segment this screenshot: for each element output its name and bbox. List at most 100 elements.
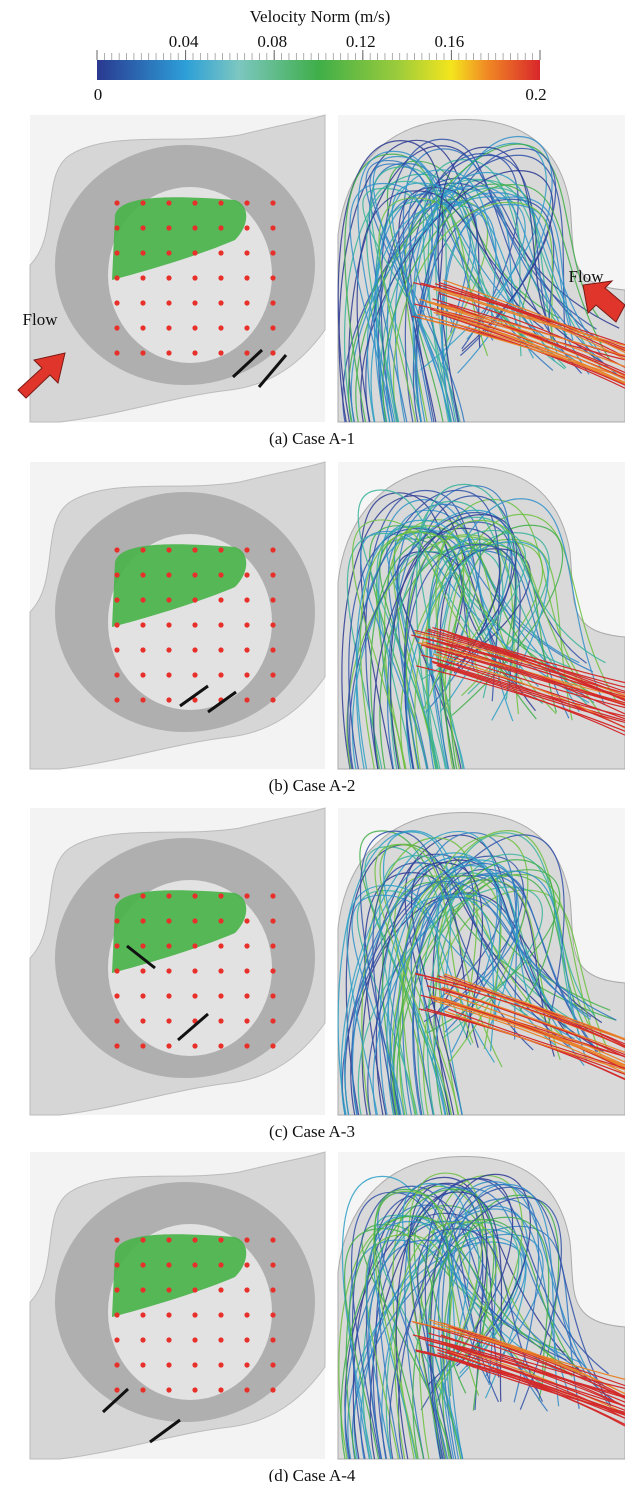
marker-dot (270, 697, 275, 702)
marker-dot (114, 1018, 119, 1023)
marker-dot (114, 697, 119, 702)
marker-dot (244, 1043, 249, 1048)
marker-dot (114, 547, 119, 552)
marker-dot (140, 275, 145, 280)
marker-dot (192, 1043, 197, 1048)
marker-dot (192, 1262, 197, 1267)
marker-dot (218, 1337, 223, 1342)
marker-dot (218, 647, 223, 652)
marker-dot (166, 547, 171, 552)
marker-dot (192, 597, 197, 602)
panels: (a) Case A-1FlowFlow(b) Case A-2(c) Case… (18, 115, 625, 1482)
marker-dot (166, 350, 171, 355)
marker-dot (244, 993, 249, 998)
marker-dot (166, 1312, 171, 1317)
marker-dot (140, 1287, 145, 1292)
marker-dot (166, 893, 171, 898)
marker-dot (244, 672, 249, 677)
marker-dot (114, 300, 119, 305)
marker-dot (244, 597, 249, 602)
marker-dot (114, 672, 119, 677)
marker-dot (270, 1287, 275, 1292)
marker-dot (114, 918, 119, 923)
marker-dot (244, 647, 249, 652)
marker-dot (270, 1237, 275, 1242)
marker-dot (114, 1312, 119, 1317)
marker-dot (270, 1312, 275, 1317)
marker-dot (244, 275, 249, 280)
marker-dot (244, 1262, 249, 1267)
marker-dot (192, 1237, 197, 1242)
marker-dot (114, 250, 119, 255)
mesh-view (30, 808, 325, 1115)
marker-dot (270, 1262, 275, 1267)
marker-dot (192, 1312, 197, 1317)
marker-dot (166, 1337, 171, 1342)
marker-dot (166, 250, 171, 255)
marker-dot (166, 697, 171, 702)
marker-dot (166, 275, 171, 280)
marker-dot (192, 275, 197, 280)
marker-dot (218, 993, 223, 998)
marker-dot (192, 300, 197, 305)
marker-dot (114, 893, 119, 898)
streamline-view (338, 808, 625, 1115)
marker-dot (140, 893, 145, 898)
marker-dot (270, 225, 275, 230)
marker-dot (218, 1237, 223, 1242)
marker-dot (140, 943, 145, 948)
marker-dot (140, 672, 145, 677)
marker-dot (140, 1043, 145, 1048)
marker-dot (166, 1362, 171, 1367)
marker-dot (192, 200, 197, 205)
marker-dot (218, 275, 223, 280)
marker-dot (192, 893, 197, 898)
marker-dot (270, 572, 275, 577)
marker-dot (114, 200, 119, 205)
marker-dot (140, 622, 145, 627)
marker-dot (166, 1287, 171, 1292)
marker-dot (218, 1018, 223, 1023)
marker-dot (192, 943, 197, 948)
marker-dot (218, 350, 223, 355)
marker-dot (114, 1043, 119, 1048)
marker-dot (166, 200, 171, 205)
marker-dot (114, 647, 119, 652)
page: Velocity Norm (m/s) 00.040.080.120.160.2… (0, 0, 625, 1482)
marker-dot (218, 225, 223, 230)
marker-dot (140, 918, 145, 923)
marker-dot (114, 1262, 119, 1267)
marker-dot (270, 250, 275, 255)
marker-dot (244, 350, 249, 355)
figure: Velocity Norm (m/s) 00.040.080.120.160.2… (0, 0, 625, 1482)
marker-dot (166, 325, 171, 330)
marker-dot (218, 300, 223, 305)
marker-dot (218, 622, 223, 627)
marker-dot (140, 968, 145, 973)
marker-dot (270, 350, 275, 355)
marker-dot (114, 597, 119, 602)
marker-dot (140, 250, 145, 255)
marker-dot (270, 672, 275, 677)
marker-dot (192, 647, 197, 652)
marker-dot (218, 968, 223, 973)
marker-dot (218, 547, 223, 552)
marker-dot (166, 943, 171, 948)
marker-dot (166, 622, 171, 627)
mesh-view (30, 462, 325, 769)
marker-dot (270, 1043, 275, 1048)
panel-caption: (b) Case A-2 (269, 776, 356, 795)
marker-dot (270, 547, 275, 552)
marker-dot (140, 1237, 145, 1242)
marker-dot (114, 1387, 119, 1392)
marker-dot (114, 225, 119, 230)
marker-dot (270, 300, 275, 305)
marker-dot (270, 597, 275, 602)
marker-dot (166, 993, 171, 998)
marker-dot (140, 225, 145, 230)
marker-dot (218, 250, 223, 255)
marker-dot (192, 672, 197, 677)
marker-dot (140, 647, 145, 652)
marker-dot (244, 1237, 249, 1242)
marker-dot (166, 1387, 171, 1392)
